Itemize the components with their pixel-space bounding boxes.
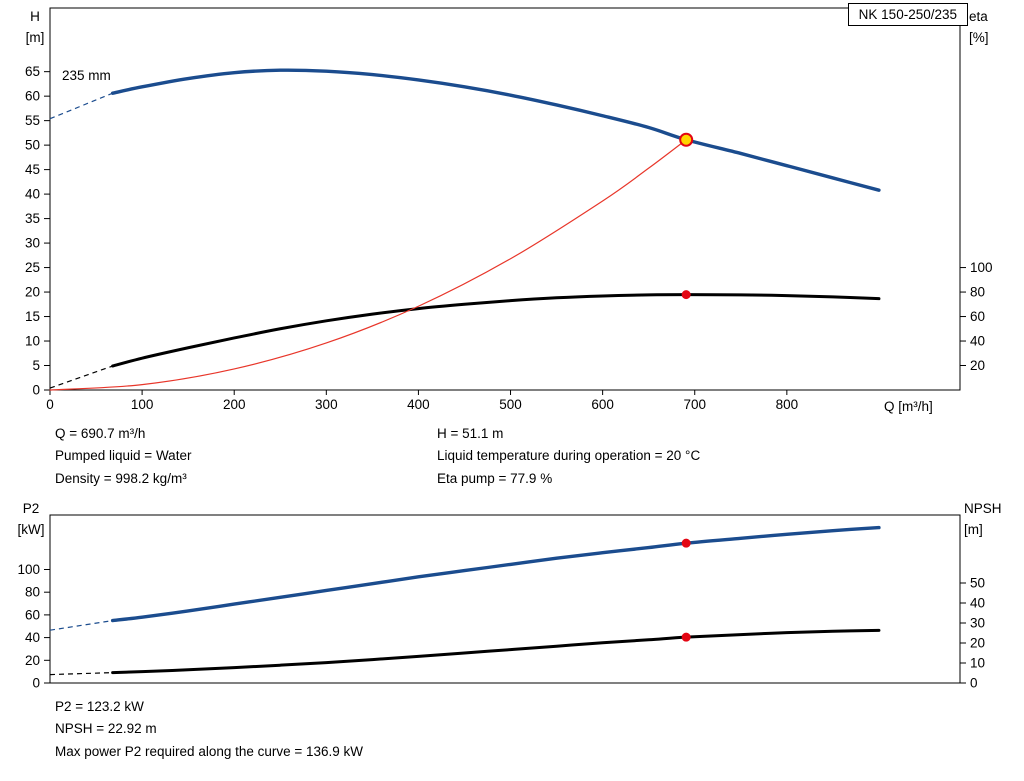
- pump-model-box: NK 150-250/235: [847, 3, 968, 26]
- tick-label: 15: [25, 309, 40, 324]
- result-head: H = 51.1 m: [437, 426, 504, 441]
- tick-label: 20: [970, 636, 985, 651]
- head-axis-title: H [m]: [18, 6, 52, 48]
- system-curve: [49, 139, 687, 391]
- eta-axis-symbol: eta: [969, 9, 988, 24]
- npsh-curve-extension: [49, 672, 113, 676]
- plot-frame: [49, 7, 961, 391]
- tick-label: 60: [25, 607, 40, 622]
- tick-label: 200: [223, 397, 246, 412]
- p2-point: [681, 538, 691, 548]
- power-axis-title: P2 [kW]: [12, 498, 50, 540]
- tick-label: 25: [25, 260, 40, 275]
- duty-results-top: Q = 690.7 m³/h Pumped liquid = Water Den…: [55, 423, 700, 490]
- result-liquid: Pumped liquid = Water: [55, 448, 192, 464]
- power-npsh-chart: 0 20 40 60 80 100 0 10 20 30 40 50: [17, 514, 985, 691]
- tick-label: 0: [970, 676, 978, 691]
- duty-results-col1: Q = 690.7 m³/h Pumped liquid = Water Den…: [55, 423, 437, 490]
- plot-frame: [49, 514, 961, 684]
- head-axis-unit: [m]: [25, 30, 45, 45]
- tick-label: 30: [25, 236, 40, 251]
- tick-label: 20: [25, 653, 40, 668]
- head-curve-extension: [49, 92, 113, 120]
- tick-label: 800: [776, 397, 799, 412]
- tick-label: 500: [499, 397, 522, 412]
- tick-label: 20: [970, 358, 985, 373]
- tick-label: 600: [591, 397, 614, 412]
- tick-label: 5: [32, 358, 40, 373]
- tick-label: 65: [25, 64, 40, 79]
- tick-label: 40: [25, 187, 40, 202]
- result-temperature: Liquid temperature during operation = 20…: [437, 448, 701, 464]
- tick-label: 100: [17, 562, 40, 577]
- tick-label: 0: [32, 676, 40, 691]
- duty-results-col2: H = 51.1 m Liquid temperature during ope…: [437, 423, 700, 490]
- result-npsh: NPSH = 22.92 m: [55, 721, 157, 737]
- eta-axis-title: eta [%]: [969, 6, 989, 48]
- npsh-curve: [111, 628, 881, 675]
- npsh-point: [681, 632, 691, 642]
- duty-point: [679, 132, 694, 147]
- tick-label: 0: [32, 383, 40, 398]
- tick-label: 80: [25, 585, 40, 600]
- result-max-power: Max power P2 required along the curve = …: [55, 743, 364, 759]
- tick-label: 0: [46, 397, 54, 412]
- result-flow: Q = 690.7 m³/h: [55, 426, 146, 441]
- result-p2: P2 = 123.2 kW: [55, 699, 144, 714]
- tick-label: 60: [25, 89, 40, 104]
- tick-label: 100: [970, 260, 993, 275]
- tick-label: 50: [25, 138, 40, 153]
- result-eta-pump: Eta pump = 77.9 %: [437, 470, 553, 486]
- tick-label: 40: [25, 630, 40, 645]
- efficiency-curve: [111, 293, 881, 368]
- p2-curve-extension: [49, 619, 113, 631]
- npsh-axis-title: NPSH [m]: [964, 498, 1002, 540]
- head-curve: [110, 68, 881, 192]
- tick-label: 55: [25, 113, 40, 128]
- tick-label: 400: [407, 397, 430, 412]
- result-density: Density = 998.2 kg/m³: [55, 470, 187, 486]
- tick-label: 100: [131, 397, 154, 412]
- efficiency-curve-extension: [49, 365, 113, 389]
- tick-label: 45: [25, 162, 40, 177]
- tick-label: 10: [25, 334, 40, 349]
- tick-label: 30: [970, 616, 985, 631]
- eta-axis-unit: [%]: [969, 30, 989, 45]
- power-axis-symbol: P2: [22, 501, 40, 516]
- impeller-diameter-label: 235 mm: [62, 68, 111, 83]
- tick-label: 10: [970, 656, 985, 671]
- npsh-axis-symbol: NPSH: [964, 501, 1002, 516]
- flow-axis-title: Q [m³/h]: [884, 399, 933, 414]
- npsh-axis-unit: [m]: [964, 522, 983, 537]
- tick-label: 80: [970, 285, 985, 300]
- duty-results-bottom: P2 = 123.2 kW NPSH = 22.92 m Max power P…: [55, 696, 363, 763]
- tick-label: 40: [970, 334, 985, 349]
- tick-label: 50: [970, 576, 985, 591]
- efficiency-point: [681, 290, 691, 300]
- power-axis-unit: [kW]: [17, 522, 45, 537]
- tick-label: 35: [25, 211, 40, 226]
- head-axis-symbol: H: [30, 9, 40, 24]
- head-efficiency-chart: 0 5 10 15 20 25 30 35 40 45 50 55 60 65 20 40 60 80 100 0 10…: [25, 7, 993, 412]
- tick-label: 20: [25, 285, 40, 300]
- tick-label: 60: [970, 309, 985, 324]
- tick-label: 700: [683, 397, 706, 412]
- p2-curve: [110, 525, 881, 623]
- tick-label: 40: [970, 596, 985, 611]
- tick-label: 300: [315, 397, 338, 412]
